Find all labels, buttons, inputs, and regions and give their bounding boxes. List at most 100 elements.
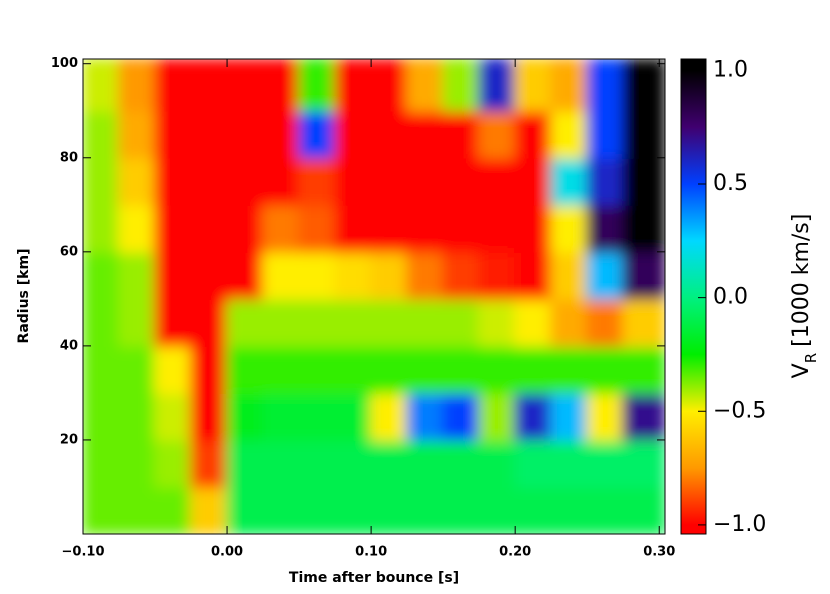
heat-cell — [298, 59, 337, 112]
heat-cell — [154, 203, 193, 253]
x-tick-label: 0.10 — [355, 545, 387, 560]
heat-cell — [586, 344, 625, 394]
heat-cell — [298, 344, 337, 394]
heat-cell — [334, 250, 373, 300]
heat-cell — [118, 438, 157, 488]
heat-cell — [298, 485, 337, 534]
colorbar-tick-label: 1.0 — [713, 57, 748, 82]
colorbar-symbol: V — [789, 363, 814, 378]
heat-cell — [370, 156, 409, 206]
heat-cell — [118, 59, 157, 112]
heat-cell — [298, 438, 337, 488]
heat-cell — [118, 203, 157, 253]
heat-cell — [226, 156, 265, 206]
heat-cell — [514, 438, 553, 488]
heat-cell — [622, 203, 665, 253]
x-tick-label: −0.10 — [62, 545, 105, 560]
y-tick-label: 60 — [60, 244, 78, 259]
heat-cell — [334, 59, 373, 112]
y-tick-label: 80 — [60, 150, 78, 165]
heat-cell — [478, 438, 517, 488]
heat-cell — [478, 59, 517, 112]
heat-cell — [478, 297, 517, 347]
y-axis-label: Radius [km] — [16, 249, 32, 344]
heat-cell — [118, 391, 157, 441]
heat-cell — [550, 203, 589, 253]
heat-cell — [334, 203, 373, 253]
heat-cell — [262, 485, 301, 534]
heat-cell — [190, 438, 229, 488]
heat-cell — [262, 344, 301, 394]
colorbar-subscript: R — [802, 353, 820, 363]
heat-cell — [83, 344, 121, 394]
heat-cell — [226, 297, 265, 347]
heat-cell — [478, 391, 517, 441]
heat-cell — [442, 59, 481, 112]
heat-cell — [406, 59, 445, 112]
heat-cell — [226, 203, 265, 253]
heat-cell — [586, 391, 625, 441]
heat-cell — [83, 156, 121, 206]
heat-cell — [298, 203, 337, 253]
heat-cell — [154, 344, 193, 394]
heat-cell — [154, 109, 193, 159]
heat-cell — [370, 59, 409, 112]
heat-cell — [298, 109, 337, 159]
heat-cell — [298, 297, 337, 347]
heat-cell — [514, 109, 553, 159]
heat-cell — [118, 344, 157, 394]
colorbar-tick-label: 0.5 — [713, 171, 748, 196]
heat-cell — [118, 297, 157, 347]
heat-cell — [586, 250, 625, 300]
heat-cell — [442, 109, 481, 159]
heat-cell — [190, 485, 229, 534]
heat-cell — [83, 250, 121, 300]
heat-cell — [226, 485, 265, 534]
heat-cell — [298, 391, 337, 441]
heat-cell — [298, 250, 337, 300]
heat-cell — [550, 59, 589, 112]
heat-cell — [370, 391, 409, 441]
heat-cell — [514, 297, 553, 347]
plot-frame — [82, 58, 666, 535]
y-tick-label: 40 — [60, 338, 78, 353]
heat-cell — [622, 297, 665, 347]
heat-cell — [622, 156, 665, 206]
heat-cell — [262, 297, 301, 347]
heat-cell — [226, 109, 265, 159]
y-tick-label: 20 — [60, 432, 78, 447]
heat-cell — [514, 59, 553, 112]
x-tick-label: 0.30 — [643, 545, 675, 560]
x-tick-label: 0.20 — [499, 545, 531, 560]
heat-cell — [622, 391, 665, 441]
heat-cell — [262, 203, 301, 253]
heat-cell — [514, 391, 553, 441]
heat-cell — [514, 485, 553, 534]
heat-cell — [622, 344, 665, 394]
heat-cell — [586, 109, 625, 159]
heat-cell — [154, 438, 193, 488]
heat-cell — [334, 156, 373, 206]
heat-cell — [622, 250, 665, 300]
heat-cell — [83, 203, 121, 253]
heat-cell — [190, 203, 229, 253]
colorbar-unit: [1000 km/s] — [789, 214, 814, 347]
heat-cell — [514, 250, 553, 300]
colorbar-tick-label: −0.5 — [713, 398, 766, 423]
heat-cell — [442, 485, 481, 534]
heat-cell — [118, 156, 157, 206]
heat-cell — [586, 59, 625, 112]
heat-cell — [514, 203, 553, 253]
colorbar-tick-label: −1.0 — [713, 512, 766, 537]
heat-cell — [262, 438, 301, 488]
heat-cell — [514, 156, 553, 206]
heat-cell — [190, 391, 229, 441]
heat-cell — [406, 250, 445, 300]
heat-cell — [406, 485, 445, 534]
colorbar — [680, 58, 707, 535]
heat-cell — [83, 297, 121, 347]
heat-cell — [586, 438, 625, 488]
heat-cell — [83, 438, 121, 488]
heat-cell — [226, 438, 265, 488]
